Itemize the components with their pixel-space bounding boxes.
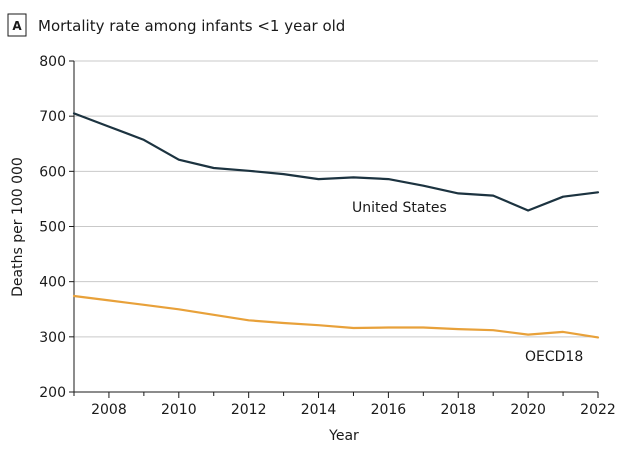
y-tick-label: 400 [39,275,66,291]
x-tick-label: 2014 [301,402,337,418]
y-tick-label: 500 [39,220,66,236]
series-line-oecd18 [72,294,600,339]
x-tick-label: 2010 [161,402,197,418]
x-tick-label: 2018 [440,402,476,418]
axes: 200 300 400 500 600 700 800 2008 2010 2012 2014 201… [39,54,616,418]
labels: United States OECD18 [352,200,583,365]
series-label-oecd18: OECD18 [525,349,583,365]
x-tick-label: 2022 [580,402,616,418]
series-line-united-states [72,112,600,212]
panel-letter-box [7,13,27,37]
chart-title: Mortality rate among infants <1 year old [38,17,345,35]
series-label-united-states: United States [352,200,447,216]
x-tick-label: 2008 [91,402,127,418]
x-tick-label: 2020 [510,402,546,418]
y-tick-label: 800 [39,54,66,70]
y-tick-label: 200 [39,385,66,401]
series [72,112,600,339]
y-tick-label: 600 [39,164,66,180]
x-tick-label: 2012 [231,402,267,418]
y-axis-title: Deaths per 100 000 [10,157,26,297]
panel-letter: A [12,19,22,33]
x-axis-title: Year [328,428,359,444]
x-tick-label: 2016 [371,402,407,418]
y-tick-label: 700 [39,109,66,125]
y-tick-label: 300 [39,330,66,346]
grid [74,60,598,338]
